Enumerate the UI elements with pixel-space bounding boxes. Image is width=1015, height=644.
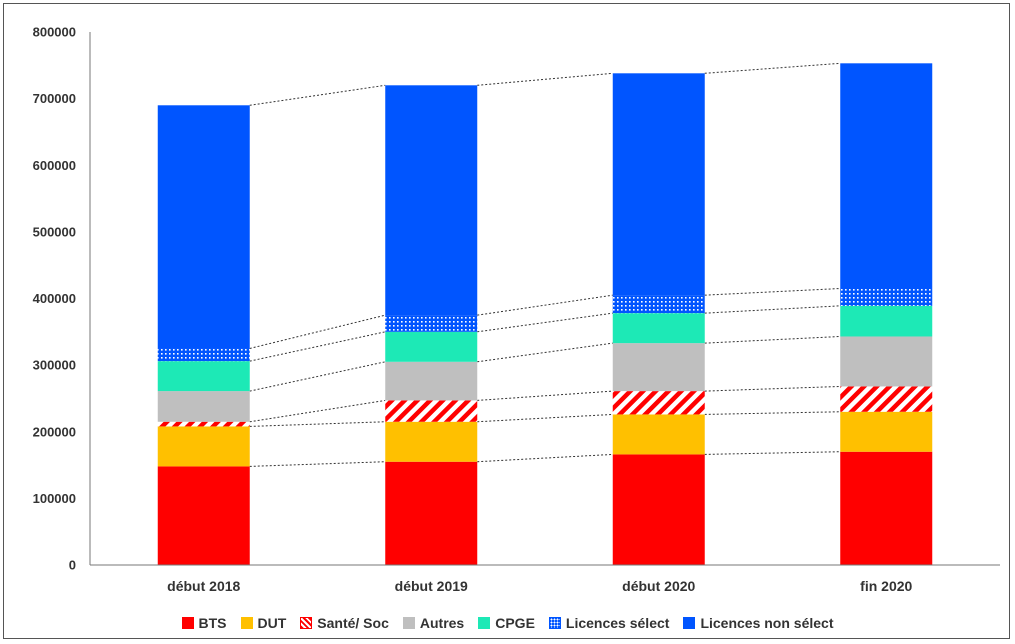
connector-line — [477, 390, 613, 401]
legend-label: Santé/ Soc — [317, 615, 389, 631]
connector-line — [704, 335, 841, 344]
y-tick-label: 100000 — [33, 491, 76, 506]
connector-line — [704, 385, 841, 392]
bar-segment-sante-soc — [612, 391, 705, 415]
bar-segment-autres — [612, 343, 705, 392]
legend-swatch — [300, 617, 313, 629]
legend-swatch — [240, 617, 253, 629]
legend-label: Autres — [419, 615, 465, 631]
connector-line — [249, 314, 386, 349]
connector-line — [249, 331, 386, 362]
y-tick-label: 600000 — [33, 158, 76, 173]
connector-line — [704, 62, 841, 74]
y-tick-label: 200000 — [33, 424, 76, 439]
connector-line — [249, 399, 386, 423]
y-tick-label: 400000 — [33, 291, 76, 306]
x-tick-labels: début 2018 début 2019 début 2020 fin 2020 — [167, 578, 912, 594]
legend-label: CPGE — [495, 615, 535, 631]
bar-segment-cpge — [612, 313, 705, 344]
bar-segment-autres — [840, 336, 933, 387]
y-tick-label: 700000 — [33, 91, 76, 106]
legend-label: DUT — [257, 615, 287, 631]
legend-swatch — [402, 617, 415, 629]
connector-line — [249, 84, 386, 106]
connector-line — [704, 451, 841, 455]
connector-line — [477, 453, 613, 463]
connector-line — [477, 72, 613, 86]
x-tick-label: fin 2020 — [860, 578, 912, 594]
legend-item-autres: Autres — [402, 615, 465, 631]
connector-line — [704, 305, 841, 314]
legend-item-bts: BTS — [181, 615, 227, 631]
connector-line — [477, 413, 613, 423]
bar-segment-licences-select — [157, 348, 250, 362]
legend-label: Licences sélect — [565, 615, 670, 631]
legend-item-licences-select: Licences sélect — [548, 615, 670, 631]
legend-swatch — [478, 617, 491, 629]
connector-line — [704, 288, 841, 296]
bar-segment-cpge — [157, 361, 250, 392]
bar-segment-cpge — [385, 331, 478, 362]
y-tick-label: 300000 — [33, 358, 76, 373]
y-tick-label: 500000 — [33, 224, 76, 239]
bar-segment-bts — [612, 454, 705, 565]
bar-segment-licences-select — [612, 295, 705, 314]
legend-label: Licences non sélect — [700, 615, 834, 631]
chart-legend: BTS DUT Santé/ Soc Autres CPGE Licences sélec… — [0, 611, 1015, 635]
legend-item-sante-soc: Santé/ Soc — [300, 615, 389, 631]
legend-label: BTS — [198, 615, 227, 631]
connector-line — [477, 342, 613, 363]
legend-swatch — [181, 617, 194, 629]
bar-segment-licences-non-select — [157, 105, 250, 349]
y-tick-labels: 0 100000 200000 300000 400000 500000 600000 700… — [33, 25, 76, 573]
bar-segment-autres — [385, 361, 478, 401]
bar-segment-licences-non-select — [840, 63, 933, 289]
bar-segment-cpge — [840, 305, 933, 337]
x-tick-label: début 2019 — [395, 578, 468, 594]
y-tick-label: 800000 — [33, 25, 76, 40]
x-tick-label: début 2020 — [622, 578, 695, 594]
x-tick-label: début 2018 — [167, 578, 240, 594]
legend-item-licences-non-select: Licences non sélect — [683, 615, 834, 631]
bar-segment-sante-soc — [840, 386, 933, 412]
legend-item-cpge: CPGE — [478, 615, 535, 631]
connector-line — [704, 411, 841, 415]
connector-lines — [249, 62, 841, 467]
bar-segment-autres — [157, 391, 250, 422]
bar-segment-dut — [840, 411, 933, 452]
connector-line — [477, 294, 613, 316]
bar-segment-licences-non-select — [612, 73, 705, 296]
bar-segment-sante-soc — [157, 421, 250, 427]
connector-line — [249, 361, 386, 392]
bar-segment-licences-select — [385, 315, 478, 332]
bar-segment-bts — [385, 461, 478, 565]
bar-segment-dut — [157, 426, 250, 467]
legend-swatch — [548, 617, 561, 629]
connector-line — [249, 461, 386, 467]
bars-group — [157, 63, 933, 565]
bar-segment-licences-select — [840, 288, 933, 306]
connector-line — [249, 421, 386, 427]
bar-segment-bts — [157, 466, 250, 565]
y-tick-label: 0 — [69, 558, 76, 573]
bar-segment-dut — [385, 421, 478, 462]
bar-segment-dut — [612, 414, 705, 455]
legend-swatch — [683, 617, 696, 629]
bar-segment-bts — [840, 451, 933, 565]
bar-segment-licences-non-select — [385, 85, 478, 316]
bar-segment-sante-soc — [385, 400, 478, 422]
connector-line — [477, 312, 613, 333]
legend-item-dut: DUT — [240, 615, 287, 631]
